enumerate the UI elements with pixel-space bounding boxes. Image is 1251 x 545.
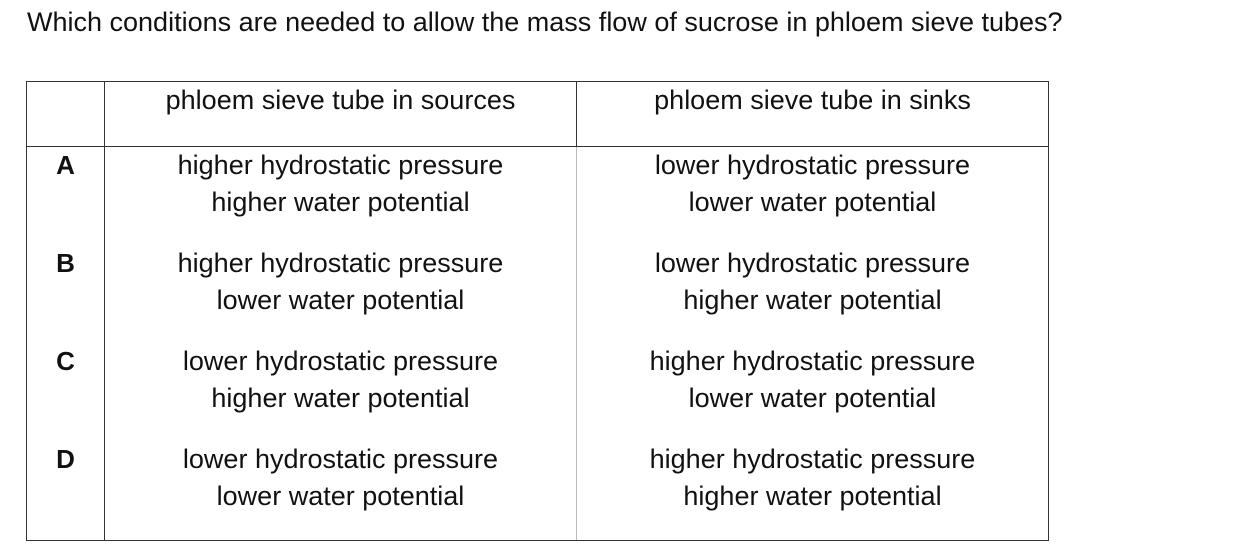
source-water-potential: lower water potential [216,284,465,315]
source-water-potential: lower water potential [216,480,465,511]
answer-options-table: phloem sieve tube in sources phloem siev… [26,81,1049,541]
source-water-potential: higher water potential [211,382,470,413]
header-source: phloem sieve tube in sources [104,81,577,147]
sink-pressure: lower hydrostatic pressure [654,247,971,278]
option-row-a: A higher hydrostatic pressure higher wat… [26,146,1049,245]
option-letter: A [26,146,105,245]
sink-pressure: higher hydrostatic pressure [649,443,976,474]
table-header-row: phloem sieve tube in sources phloem siev… [26,81,1049,147]
option-row-b: B higher hydrostatic pressure lower wate… [26,244,1049,343]
option-row-c: C lower hydrostatic pressure higher wate… [26,342,1049,441]
source-pressure: lower hydrostatic pressure [182,443,499,474]
sink-water-potential: higher water potential [683,480,942,511]
source-water-potential: higher water potential [211,187,470,217]
source-cell: lower hydrostatic pressure higher water … [104,342,577,441]
sink-pressure: higher hydrostatic pressure [649,345,976,376]
source-pressure: higher hydrostatic pressure [177,150,504,180]
option-letter: C [26,342,105,441]
sink-water-potential: lower water potential [688,382,937,413]
sink-cell: lower hydrostatic pressure higher water … [576,244,1049,343]
sink-pressure: lower hydrostatic pressure [654,150,971,180]
sink-water-potential: higher water potential [683,284,942,315]
sink-water-potential: lower water potential [688,187,937,217]
source-cell: higher hydrostatic pressure lower water … [104,244,577,343]
option-row-d: D lower hydrostatic pressure lower water… [26,440,1049,541]
option-letter: B [26,244,105,343]
sink-cell: higher hydrostatic pressure higher water… [576,440,1049,541]
source-cell: lower hydrostatic pressure lower water p… [104,440,577,541]
source-pressure: lower hydrostatic pressure [182,345,499,376]
source-pressure: higher hydrostatic pressure [177,247,504,278]
sink-cell: higher hydrostatic pressure lower water … [576,342,1049,441]
sink-cell: lower hydrostatic pressure lower water p… [576,146,1049,245]
header-sink: phloem sieve tube in sinks [576,81,1049,147]
header-letter-cell [26,81,105,147]
source-cell: higher hydrostatic pressure higher water… [104,146,577,245]
question-text: Which conditions are needed to allow the… [27,7,1063,37]
option-letter: D [26,440,105,541]
